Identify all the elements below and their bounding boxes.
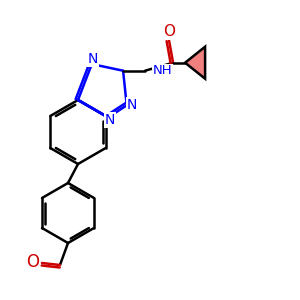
Text: N: N xyxy=(126,98,136,112)
Polygon shape xyxy=(185,47,205,79)
Text: O: O xyxy=(26,253,40,271)
Text: O: O xyxy=(163,24,175,39)
Text: N: N xyxy=(104,113,115,127)
Text: N: N xyxy=(88,52,98,66)
Text: NH: NH xyxy=(153,64,173,77)
